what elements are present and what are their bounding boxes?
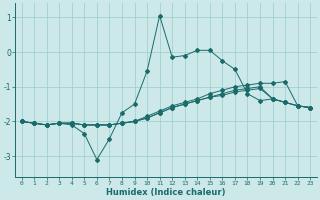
X-axis label: Humidex (Indice chaleur): Humidex (Indice chaleur) [106,188,226,197]
